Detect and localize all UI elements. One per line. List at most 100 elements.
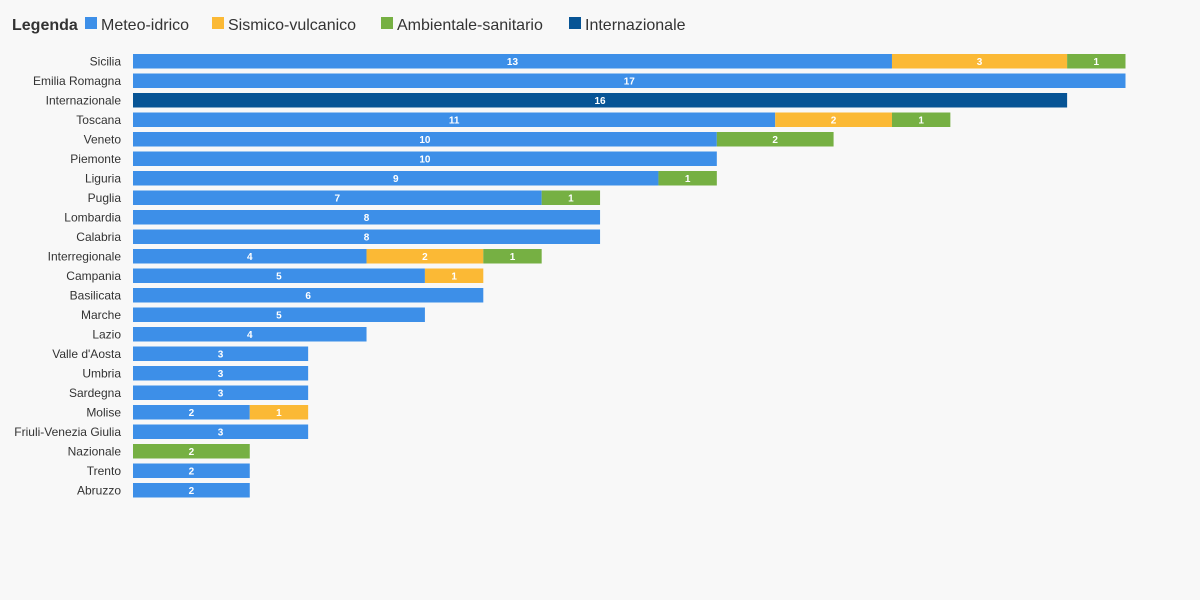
category-label-basilicata: Basilicata — [70, 288, 122, 302]
bar-puglia-meteo-idrico — [133, 190, 542, 205]
category-label-umbria: Umbria — [82, 366, 121, 380]
category-label-veneto: Veneto — [84, 132, 122, 146]
bars — [133, 54, 1126, 498]
category-label-emilia-romagna: Emilia Romagna — [33, 74, 121, 88]
value-label-liguria-meteo-idrico: 9 — [393, 174, 399, 185]
category-label-molise: Molise — [86, 405, 121, 419]
value-label-toscana-meteo-idrico: 11 — [449, 115, 460, 126]
category-label-valle-d-aosta: Valle d'Aosta — [52, 347, 121, 361]
bar-lazio-meteo-idrico — [133, 327, 367, 342]
bar-molise-meteo-idrico — [133, 405, 250, 420]
bar-trento-meteo-idrico — [133, 463, 250, 478]
legend: Legenda Meteo-idrico Sismico-vulcanico Ambi… — [12, 17, 686, 34]
value-label-toscana-ambientale-sanitario: 1 — [918, 115, 924, 126]
value-label-marche-meteo-idrico: 5 — [276, 310, 282, 321]
category-label-nazionale: Nazionale — [68, 444, 122, 458]
bar-puglia-ambientale-sanitario — [541, 190, 601, 205]
bar-interregionale-ambientale-sanitario — [483, 249, 542, 264]
bar-emilia-romagna-meteo-idrico — [133, 73, 1126, 88]
value-label-veneto-meteo-idrico: 10 — [419, 135, 431, 146]
category-label-toscana: Toscana — [76, 113, 121, 127]
category-label-calabria: Calabria — [76, 230, 121, 244]
value-label-sicilia-meteo-idrico: 13 — [507, 57, 519, 68]
bar-internazionale-internazionale — [133, 93, 1068, 108]
bar-veneto-meteo-idrico — [133, 132, 717, 147]
bar-molise-sismico-vulcanico — [249, 405, 309, 420]
value-label-interregionale-meteo-idrico: 4 — [247, 252, 253, 263]
bar-interregionale-sismico-vulcanico — [366, 249, 484, 264]
value-label-umbria-meteo-idrico: 3 — [218, 369, 224, 380]
value-label-basilicata-meteo-idrico: 6 — [305, 291, 311, 302]
value-label-liguria-ambientale-sanitario: 1 — [685, 174, 691, 185]
bar-interregionale-meteo-idrico — [133, 249, 367, 264]
value-label-internazionale-internazionale: 16 — [594, 96, 606, 107]
value-label-toscana-sismico-vulcanico: 2 — [831, 115, 837, 126]
value-label-campania-sismico-vulcanico: 1 — [451, 271, 457, 282]
bar-marche-meteo-idrico — [133, 307, 425, 322]
legend-swatch-ambientale-sanitario — [381, 17, 393, 29]
value-label-molise-meteo-idrico: 2 — [189, 408, 195, 419]
value-label-puglia-meteo-idrico: 7 — [335, 193, 341, 204]
value-label-interregionale-sismico-vulcanico: 2 — [422, 252, 428, 263]
bar-toscana-sismico-vulcanico — [775, 112, 892, 127]
bar-veneto-ambientale-sanitario — [716, 132, 834, 147]
category-label-internazionale: Internazionale — [46, 93, 122, 107]
value-label-piemonte-meteo-idrico: 10 — [419, 154, 431, 165]
bar-valle-d-aosta-meteo-idrico — [133, 346, 309, 361]
value-label-veneto-ambientale-sanitario: 2 — [772, 135, 778, 146]
legend-label-internazionale: Internazionale — [585, 17, 686, 34]
value-label-trento-meteo-idrico: 2 — [189, 466, 195, 477]
bar-friuli-venezia-giulia-meteo-idrico — [133, 424, 309, 439]
value-label-molise-sismico-vulcanico: 1 — [276, 408, 282, 419]
value-label-puglia-ambientale-sanitario: 1 — [568, 193, 574, 204]
value-label-lombardia-meteo-idrico: 8 — [364, 213, 370, 224]
bar-toscana-meteo-idrico — [133, 112, 776, 127]
category-labels: Sicilia Emilia Romagna Internazionale Tosca… — [14, 54, 121, 497]
value-label-emilia-romagna-meteo-idrico: 17 — [624, 76, 636, 87]
bar-campania-meteo-idrico — [133, 268, 425, 283]
value-label-abruzzo-meteo-idrico: 2 — [189, 486, 195, 497]
legend-swatch-sismico-vulcanico — [212, 17, 224, 29]
bar-calabria-meteo-idrico — [133, 229, 601, 244]
category-label-campania: Campania — [66, 269, 121, 283]
category-label-friuli-venezia-giulia: Friuli-Venezia Giulia — [14, 425, 121, 439]
bar-toscana-ambientale-sanitario — [891, 112, 951, 127]
value-label-sicilia-ambientale-sanitario: 1 — [1094, 57, 1100, 68]
bar-liguria-ambientale-sanitario — [658, 171, 717, 186]
bar-basilicata-meteo-idrico — [133, 288, 484, 303]
value-label-valle-d-aosta-meteo-idrico: 3 — [218, 349, 224, 360]
category-label-interregionale: Interregionale — [48, 249, 122, 263]
category-label-abruzzo: Abruzzo — [77, 483, 121, 497]
legend-label-meteo-idrico: Meteo-idrico — [101, 17, 189, 34]
bar-campania-sismico-vulcanico — [424, 268, 484, 283]
bar-nazionale-ambientale-sanitario — [133, 444, 250, 459]
bar-umbria-meteo-idrico — [133, 366, 309, 381]
category-label-piemonte: Piemonte — [70, 152, 121, 166]
category-label-trento: Trento — [87, 464, 122, 478]
bar-liguria-meteo-idrico — [133, 171, 659, 186]
bar-abruzzo-meteo-idrico — [133, 483, 250, 498]
value-label-friuli-venezia-giulia-meteo-idrico: 3 — [218, 427, 224, 438]
bar-lombardia-meteo-idrico — [133, 210, 601, 225]
category-label-sardegna: Sardegna — [69, 386, 121, 400]
value-label-nazionale-ambientale-sanitario: 2 — [189, 447, 195, 458]
legend-swatch-meteo-idrico — [85, 17, 97, 29]
value-label-sicilia-sismico-vulcanico: 3 — [977, 57, 983, 68]
legend-label-sismico-vulcanico: Sismico-vulcanico — [228, 17, 356, 34]
bar-piemonte-meteo-idrico — [133, 151, 717, 166]
category-label-liguria: Liguria — [85, 171, 121, 185]
legend-title: Legenda — [12, 17, 78, 34]
value-label-campania-meteo-idrico: 5 — [276, 271, 282, 282]
bar-sicilia-meteo-idrico — [133, 54, 892, 69]
category-label-marche: Marche — [81, 308, 121, 322]
category-label-lazio: Lazio — [92, 327, 121, 341]
bar-sicilia-ambientale-sanitario — [1067, 54, 1126, 69]
value-label-calabria-meteo-idrico: 8 — [364, 232, 370, 243]
category-label-lombardia: Lombardia — [64, 210, 121, 224]
legend-swatch-internazionale — [569, 17, 581, 29]
bar-sicilia-sismico-vulcanico — [891, 54, 1068, 69]
value-label-interregionale-ambientale-sanitario: 1 — [510, 252, 516, 263]
category-label-puglia: Puglia — [88, 191, 122, 205]
